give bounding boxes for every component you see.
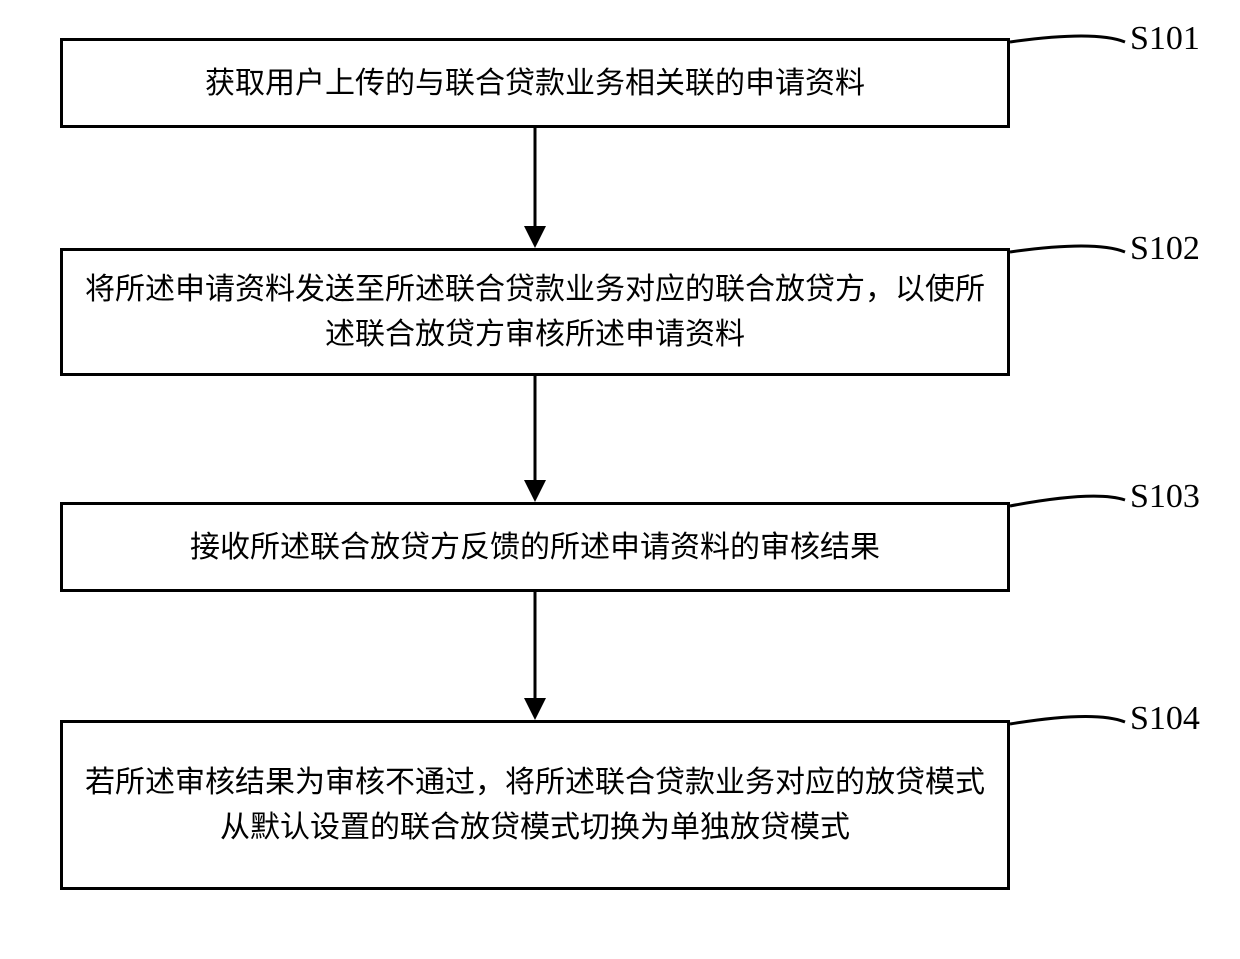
flow-node-s104: 若所述审核结果为审核不通过，将所述联合贷款业务对应的放贷模式从默认设置的联合放贷… (60, 720, 1010, 890)
step-label-s103: S103 (1130, 478, 1200, 516)
flowchart-canvas: 获取用户上传的与联合贷款业务相关联的申请资料 S101 将所述申请资料发送至所述… (0, 0, 1240, 959)
step-label-s102: S102 (1130, 230, 1200, 268)
flow-node-text: 接收所述联合放贷方反馈的所述申请资料的审核结果 (190, 525, 880, 570)
flow-node-s103: 接收所述联合放贷方反馈的所述申请资料的审核结果 (60, 502, 1010, 592)
step-label-s101: S101 (1130, 20, 1200, 58)
flow-node-s101: 获取用户上传的与联合贷款业务相关联的申请资料 (60, 38, 1010, 128)
flow-node-text: 获取用户上传的与联合贷款业务相关联的申请资料 (205, 61, 865, 106)
flow-node-text: 将所述申请资料发送至所述联合贷款业务对应的联合放贷方，以使所述联合放贷方审核所述… (83, 267, 987, 357)
flow-node-s102: 将所述申请资料发送至所述联合贷款业务对应的联合放贷方，以使所述联合放贷方审核所述… (60, 248, 1010, 376)
flow-node-text: 若所述审核结果为审核不通过，将所述联合贷款业务对应的放贷模式从默认设置的联合放贷… (83, 760, 987, 850)
step-label-s104: S104 (1130, 700, 1200, 738)
